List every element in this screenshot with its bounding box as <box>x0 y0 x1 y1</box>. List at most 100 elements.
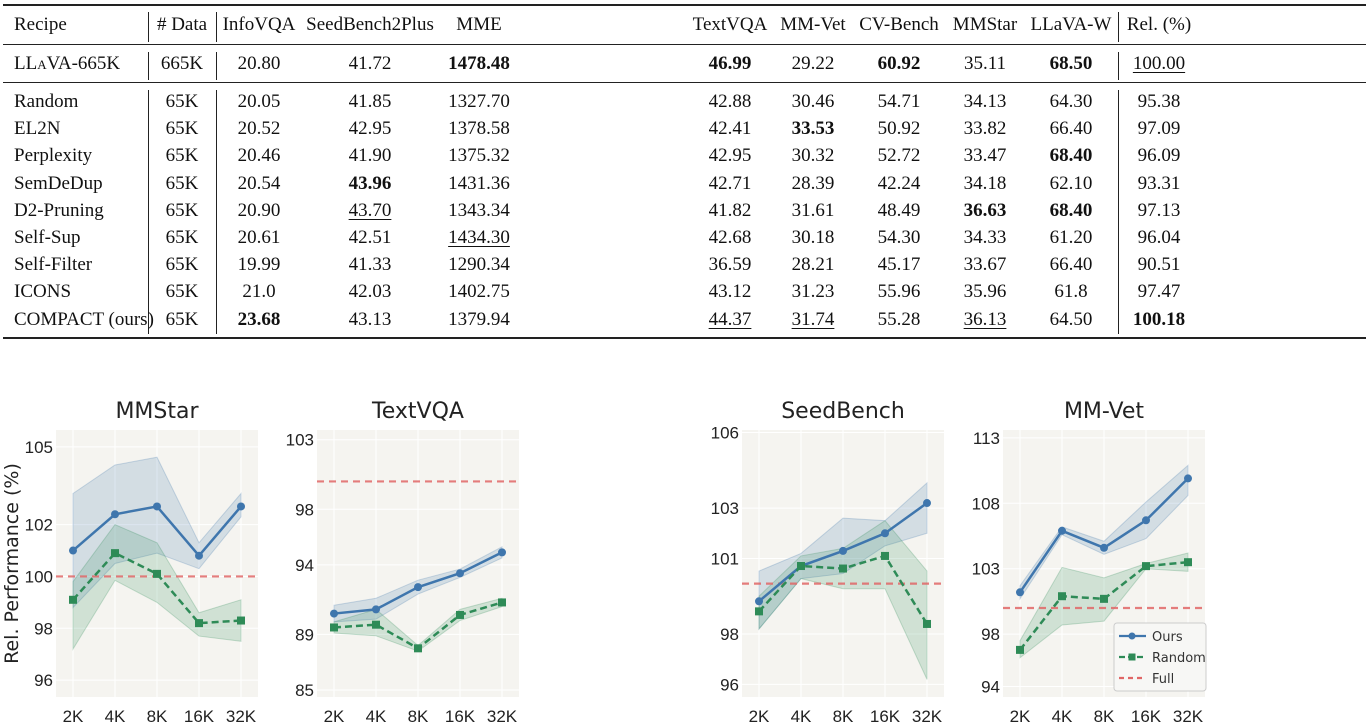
x-tick-label: 4K <box>105 707 126 725</box>
legend: Ours Random Full <box>1113 622 1207 692</box>
table-cell: 97.09 <box>1137 118 1181 140</box>
table-cell: 20.90 <box>237 199 281 221</box>
y-tick-label: 98 <box>720 625 739 644</box>
table-cell: 45.17 <box>877 254 921 276</box>
data-point-ours <box>237 502 245 511</box>
data-point-ours <box>69 546 77 555</box>
data-point-ours <box>1058 526 1066 535</box>
column-header: InfoVQA <box>222 14 296 35</box>
table-cell: 28.39 <box>791 172 835 194</box>
table-cell: 1379.94 <box>448 308 510 330</box>
data-point-random <box>237 616 245 625</box>
table-cell: 31.23 <box>791 281 835 303</box>
table-cell: 46.99 <box>708 53 752 74</box>
column-separator <box>216 12 217 42</box>
table-cell: 66.40 <box>1049 118 1093 140</box>
table-cell: 28.21 <box>791 254 835 276</box>
data-point-random <box>372 620 380 629</box>
y-tick-label: 85 <box>295 681 314 700</box>
table-cell: 68.50 <box>1049 53 1093 74</box>
data-point-random <box>1016 645 1024 654</box>
x-tick-label: 4K <box>366 707 387 725</box>
x-tick-label: 16K <box>184 707 215 725</box>
x-tick-label: 16K <box>870 707 901 725</box>
y-tick-label: 108 <box>972 494 1000 513</box>
data-point-ours <box>1100 543 1108 552</box>
table-cell: 20.54 <box>237 172 281 194</box>
table-cell: 65K <box>165 172 199 194</box>
table-cell: 96.04 <box>1137 227 1181 248</box>
table-cell: 65K <box>165 199 199 221</box>
y-tick-label: 94 <box>981 678 1000 697</box>
x-tick-label: 8K <box>147 707 168 725</box>
table-cell: 33.47 <box>963 145 1007 167</box>
table-cell: 1290.34 <box>448 254 510 276</box>
table-cell: 41.33 <box>348 254 392 276</box>
table-cell: 43.12 <box>708 281 752 303</box>
table-cell: 1327.70 <box>448 91 510 112</box>
table-cell: 61.8 <box>1054 281 1088 303</box>
table-cell: 52.72 <box>877 145 921 167</box>
table-cell: 33.53 <box>791 118 835 140</box>
table-cell: 1402.75 <box>448 281 510 303</box>
data-point-random <box>797 562 805 571</box>
table-cell: 42.68 <box>708 227 752 248</box>
table-cell: 42.95 <box>348 118 392 140</box>
confidence-band-random <box>1019 552 1189 659</box>
column-header: LLaVA-W <box>1030 14 1112 35</box>
column-header: MMStar <box>952 14 1018 35</box>
y-axis-label: Rel. Performance (%) <box>1 463 23 664</box>
y-tick-label: 103 <box>711 499 739 518</box>
y-tick-label: 113 <box>973 429 1000 448</box>
y-tick-label: 89 <box>295 625 314 644</box>
table-cell: 42.41 <box>708 118 752 140</box>
y-tick-label: 94 <box>295 556 314 575</box>
table-cell: Self-Sup <box>14 227 81 248</box>
table-cell: 43.96 <box>348 172 392 194</box>
column-separator <box>148 52 149 80</box>
table-cell: 64.30 <box>1049 91 1093 112</box>
table-cell: 36.13 <box>963 308 1007 330</box>
table-cell: EL2N <box>14 118 61 140</box>
table-cell: Random <box>14 91 79 112</box>
table-cell: 30.46 <box>791 91 835 112</box>
legend-marker <box>1128 632 1136 640</box>
column-header: Recipe <box>14 14 67 35</box>
table-cell: 1434.30 <box>448 227 510 248</box>
table-cell: 65K <box>165 118 199 140</box>
data-point-ours <box>414 583 422 592</box>
column-header: Rel. (%) <box>1126 14 1192 35</box>
x-tick-label: 8K <box>408 707 429 725</box>
table-cell: 33.67 <box>963 254 1007 276</box>
table-cell: 41.85 <box>348 91 392 112</box>
table-cell: 41.82 <box>708 199 752 221</box>
table-cell: 65K <box>165 145 199 167</box>
table-cell: 19.99 <box>237 254 281 276</box>
table-cell: 1478.48 <box>448 53 510 74</box>
chart-title: TextVQA <box>371 399 464 424</box>
data-point-ours <box>153 502 161 511</box>
y-tick-label: 106 <box>711 424 739 443</box>
table-cell: 21.0 <box>242 281 276 303</box>
table-cell: 42.71 <box>708 172 752 194</box>
table-cell: 1431.36 <box>448 172 510 194</box>
confidence-band-ours <box>758 481 928 631</box>
table-cell: 65K <box>165 91 199 112</box>
column-separator <box>1118 90 1119 334</box>
chart-title: MMStar <box>115 399 199 424</box>
x-tick-label: 2K <box>749 707 770 725</box>
table-cell: 43.13 <box>348 308 392 330</box>
chart-panel-mmstar: 96 98 100 102 105 2K 4K 8K 16K 32K MMStar Rel. Perf… <box>1 399 258 725</box>
table-cell: 66.40 <box>1049 254 1093 276</box>
data-point-ours <box>330 609 338 618</box>
data-point-random <box>456 610 464 619</box>
confidence-band-ours <box>72 456 242 609</box>
data-point-ours <box>498 548 506 557</box>
data-point-ours <box>1016 588 1024 597</box>
data-point-random <box>195 619 203 628</box>
table-cell: 55.28 <box>877 308 921 330</box>
table-cell: 20.52 <box>237 118 281 140</box>
table-cell: 65K <box>165 227 199 248</box>
table-cell: ICONS <box>14 281 72 303</box>
table-cell: 48.49 <box>877 199 921 221</box>
